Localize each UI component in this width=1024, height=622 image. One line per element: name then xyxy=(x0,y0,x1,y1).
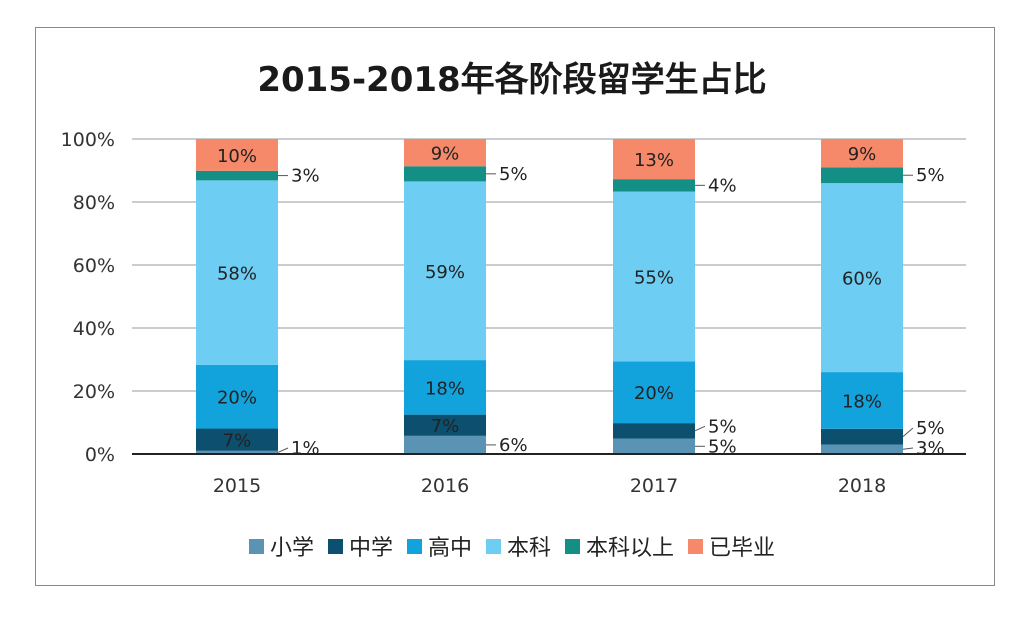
data-label-leader xyxy=(902,427,914,438)
data-label: 20% xyxy=(634,383,674,404)
x-tick-label: 2017 xyxy=(630,475,678,497)
data-label: 60% xyxy=(842,269,882,290)
bar-segment xyxy=(613,191,695,362)
legend-swatch xyxy=(406,538,422,554)
legend-swatch xyxy=(327,538,343,554)
legend-swatch xyxy=(688,538,704,554)
x-tick-label: 2015 xyxy=(213,475,261,497)
data-label: 13% xyxy=(634,150,674,171)
legend-label: 本科以上 xyxy=(586,536,675,561)
bar-segment xyxy=(613,139,695,180)
legend-item: 中学 xyxy=(327,530,393,562)
legend-item: 本科以上 xyxy=(565,530,674,562)
bar-segment xyxy=(821,428,903,445)
legend-item: 高中 xyxy=(406,530,472,562)
bar-segment xyxy=(404,360,486,415)
legend-item: 小学 xyxy=(248,530,314,562)
bar-segment xyxy=(613,361,695,424)
data-label: 3% xyxy=(916,438,945,459)
bar-segment xyxy=(196,180,278,365)
data-label: 5% xyxy=(916,418,945,439)
x-tick-label: 2018 xyxy=(838,475,886,497)
bar-segment xyxy=(821,183,903,373)
y-tick-label: 20% xyxy=(73,381,115,403)
data-label-leader xyxy=(902,447,914,450)
legend-swatch xyxy=(565,538,581,554)
legend-swatch xyxy=(248,538,264,554)
legend-item: 本科 xyxy=(486,530,551,562)
data-label: 7% xyxy=(431,416,460,437)
y-tick-label: 80% xyxy=(73,192,115,214)
bar-segment xyxy=(613,179,695,192)
data-label: 18% xyxy=(425,378,465,399)
bar-segment xyxy=(821,444,903,454)
bar-segment xyxy=(821,167,903,184)
bar-segment xyxy=(613,423,695,439)
data-label: 59% xyxy=(425,262,465,283)
data-label: 5% xyxy=(708,436,737,457)
bar-segment xyxy=(196,364,278,429)
data-label: 9% xyxy=(848,144,877,165)
y-tick-label: 100% xyxy=(61,129,115,151)
bar-segment xyxy=(821,139,903,168)
bar-segment xyxy=(404,435,486,454)
legend-label: 已毕业 xyxy=(709,536,776,561)
bar-segment xyxy=(196,139,278,171)
y-tick-label: 60% xyxy=(73,255,115,277)
y-tick-label: 0% xyxy=(85,444,115,466)
data-label: 7% xyxy=(223,431,252,452)
data-label-leader xyxy=(694,425,706,432)
chart-title: 2015-2018年各阶段留学生占比 xyxy=(257,60,767,100)
data-label: 5% xyxy=(708,416,737,437)
bar-segment xyxy=(404,166,486,182)
data-label: 20% xyxy=(217,388,257,409)
data-label: 5% xyxy=(499,164,528,185)
bar-segment xyxy=(404,139,486,167)
bar-segment xyxy=(404,181,486,361)
data-label: 4% xyxy=(708,175,737,196)
data-label: 58% xyxy=(217,264,257,285)
chart-frame xyxy=(35,27,995,586)
data-label: 5% xyxy=(916,165,945,186)
y-tick-label: 40% xyxy=(73,318,115,340)
data-label: 1% xyxy=(291,438,320,459)
data-label: 55% xyxy=(634,267,674,288)
x-tick-label: 2016 xyxy=(421,475,469,497)
data-label: 18% xyxy=(842,391,882,412)
bar-segment xyxy=(404,414,486,436)
data-label: 6% xyxy=(499,435,528,456)
data-label: 9% xyxy=(431,144,460,165)
legend-item: 已毕业 xyxy=(688,530,775,562)
data-label: 3% xyxy=(291,166,320,187)
bar-segment xyxy=(196,450,278,454)
legend-label: 小学 xyxy=(269,536,314,561)
bar-segment xyxy=(613,438,695,454)
bar-segment xyxy=(196,170,278,181)
legend-label: 本科 xyxy=(507,536,552,561)
data-label: 10% xyxy=(217,146,257,167)
bar-segment xyxy=(196,428,278,451)
bar-segment xyxy=(821,372,903,429)
legend-swatch xyxy=(486,538,501,554)
data-label-leader xyxy=(277,447,289,453)
legend: 小学 中学 高中 本科 本科以上 已毕业 xyxy=(0,530,1024,562)
legend-label: 中学 xyxy=(348,536,393,561)
legend-label: 高中 xyxy=(427,536,472,561)
